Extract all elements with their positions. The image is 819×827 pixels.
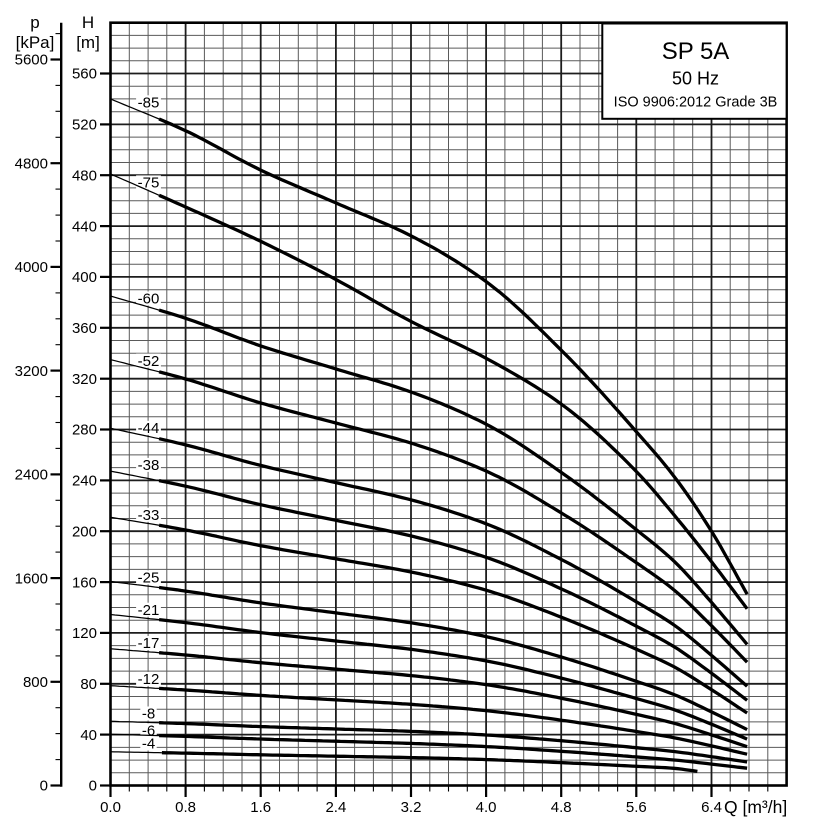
svg-text:80: 80 [80, 676, 97, 693]
svg-text:Q [m³/h]: Q [m³/h] [724, 797, 787, 817]
svg-text:440: 440 [72, 218, 97, 235]
svg-text:800: 800 [23, 674, 48, 691]
svg-text:200: 200 [72, 523, 97, 540]
svg-text:-17: -17 [138, 635, 160, 652]
svg-text:1600: 1600 [15, 570, 48, 587]
svg-text:4000: 4000 [15, 259, 48, 276]
svg-text:160: 160 [72, 574, 97, 591]
svg-text:3.2: 3.2 [401, 799, 422, 816]
svg-text:-4: -4 [142, 736, 155, 753]
svg-text:-21: -21 [138, 602, 160, 619]
svg-text:400: 400 [72, 269, 97, 286]
svg-text:-75: -75 [138, 175, 160, 192]
svg-text:240: 240 [72, 473, 97, 490]
svg-text:-85: -85 [138, 95, 160, 112]
svg-text:[kPa]: [kPa] [16, 33, 55, 52]
svg-text:3200: 3200 [15, 363, 48, 380]
svg-text:-38: -38 [138, 457, 160, 474]
svg-text:4.8: 4.8 [551, 799, 572, 816]
svg-text:0: 0 [89, 778, 97, 795]
svg-text:5600: 5600 [15, 52, 48, 69]
svg-text:-6: -6 [142, 723, 155, 740]
svg-text:SP 5A: SP 5A [662, 38, 730, 65]
svg-text:1.6: 1.6 [250, 799, 271, 816]
svg-text:40: 40 [80, 727, 97, 744]
svg-text:50 Hz: 50 Hz [672, 69, 719, 89]
svg-text:-8: -8 [142, 706, 155, 723]
svg-text:4800: 4800 [15, 155, 48, 172]
svg-text:360: 360 [72, 320, 97, 337]
svg-text:280: 280 [72, 422, 97, 439]
svg-text:2400: 2400 [15, 467, 48, 484]
svg-text:[m]: [m] [76, 33, 100, 52]
svg-text:0.0: 0.0 [100, 799, 121, 816]
svg-text:520: 520 [72, 117, 97, 134]
svg-text:2.4: 2.4 [325, 799, 346, 816]
svg-text:p: p [30, 13, 39, 32]
svg-text:-33: -33 [138, 507, 160, 524]
svg-text:120: 120 [72, 625, 97, 642]
svg-text:-44: -44 [138, 420, 160, 437]
svg-text:H: H [82, 13, 94, 32]
svg-text:5.6: 5.6 [626, 799, 647, 816]
svg-text:-25: -25 [138, 570, 160, 587]
svg-text:0.8: 0.8 [175, 799, 196, 816]
svg-text:480: 480 [72, 167, 97, 184]
svg-text:320: 320 [72, 371, 97, 388]
svg-text:0: 0 [40, 778, 48, 795]
svg-text:-12: -12 [138, 671, 160, 688]
svg-text:-52: -52 [138, 353, 160, 370]
svg-text:560: 560 [72, 66, 97, 83]
svg-text:4.0: 4.0 [476, 799, 497, 816]
svg-text:6.4: 6.4 [701, 799, 722, 816]
svg-text:ISO 9906:2012 Grade 3B: ISO 9906:2012 Grade 3B [614, 95, 778, 111]
svg-text:-60: -60 [138, 291, 160, 308]
